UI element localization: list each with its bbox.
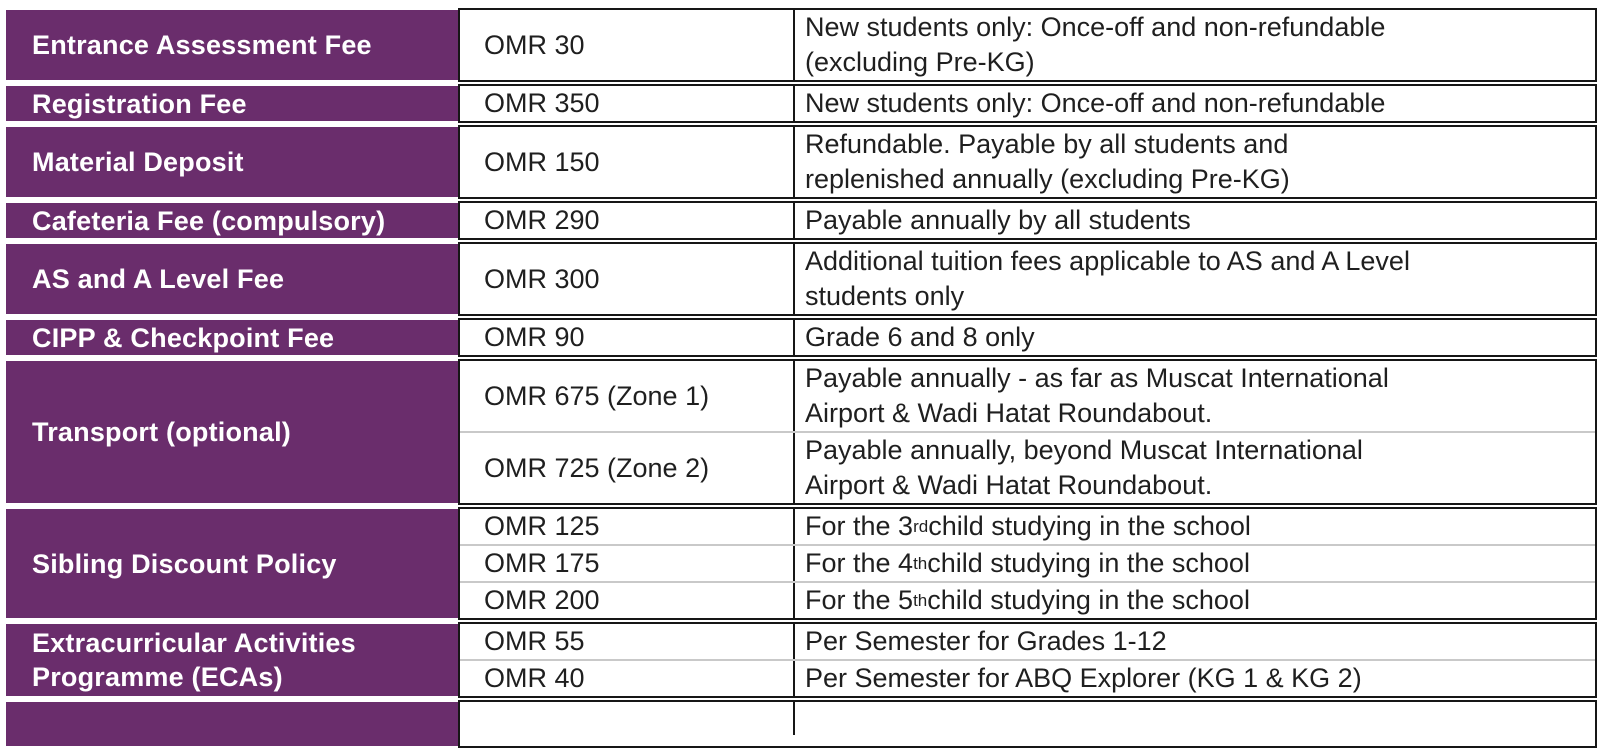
amount-cell — [460, 702, 795, 735]
amount-cell: OMR 350 — [460, 86, 795, 121]
fee-name: Transport (optional) — [32, 417, 291, 447]
fee-name-background: AS and A Level Fee — [6, 244, 458, 314]
description-text: child studying in the school — [927, 585, 1250, 615]
amount-cell: OMR 125 — [460, 509, 795, 544]
fee-name: AS and A Level Fee — [32, 264, 285, 294]
fee-name-background: Material Deposit — [6, 127, 458, 197]
amount-cell: OMR 725 (Zone 2) — [460, 433, 795, 503]
table-row: OMR 40 Per Semester for ABQ Explorer (KG… — [460, 659, 1595, 696]
school-fees-table: Entrance Assessment Fee OMR 30 New stude… — [6, 8, 1597, 748]
description-cell: Payable annually by all students — [805, 205, 1191, 235]
amount-cell: OMR 175 — [460, 546, 795, 581]
fee-group-transport: Transport (optional) OMR 675 (Zone 1) Pa… — [6, 359, 1597, 505]
description-cell: Per Semester for Grades 1-12 — [805, 626, 1167, 656]
fee-rows-box: OMR 90 Grade 6 and 8 only — [458, 318, 1597, 357]
amount-cell: OMR 290 — [460, 203, 795, 238]
fee-name-cell: Sibling Discount Policy — [6, 507, 458, 620]
description-cell: Per Semester for ABQ Explorer (KG 1 & KG… — [805, 663, 1362, 693]
fee-name-cell: Entrance Assessment Fee — [6, 8, 458, 82]
fee-rows-box: OMR 300 Additional tuition fees applicab… — [458, 242, 1597, 316]
fee-name-background: Entrance Assessment Fee — [6, 10, 458, 80]
fee-name-cell: Registration Fee — [6, 84, 458, 123]
amount-cell: OMR 55 — [460, 624, 795, 659]
fee-group-clipped — [6, 700, 1597, 748]
fee-name: Extracurricular Activities Programme (EC… — [32, 628, 356, 692]
description-cell: New students only: Once-off and non-refu… — [805, 12, 1386, 77]
fee-group-cafeteria: Cafeteria Fee (compulsory) OMR 290 Payab… — [6, 201, 1597, 240]
fee-name-cell: Extracurricular Activities Programme (EC… — [6, 622, 458, 698]
fee-name: Registration Fee — [32, 88, 247, 119]
description-cell: Grade 6 and 8 only — [805, 322, 1035, 352]
description-text: For the 5 — [805, 585, 914, 615]
description-cell: Additional tuition fees applicable to AS… — [805, 246, 1410, 311]
fee-rows-box: OMR 290 Payable annually by all students — [458, 201, 1597, 240]
description-cell: New students only: Once-off and non-refu… — [805, 88, 1386, 118]
fee-name-background: CIPP & Checkpoint Fee — [6, 320, 458, 355]
fees-document-page: { "colors": { "header_purple": "#6a2d6c"… — [6, 8, 1597, 748]
fee-name: Entrance Assessment Fee — [32, 30, 372, 60]
table-row: OMR 55 Per Semester for Grades 1-12 — [460, 624, 1595, 659]
amount-cell: OMR 150 — [460, 127, 795, 197]
fee-name: Material Deposit — [32, 147, 244, 177]
fee-name: CIPP & Checkpoint Fee — [32, 322, 335, 353]
fee-name-background: Cafeteria Fee (compulsory) — [6, 203, 458, 238]
table-row: OMR 290 Payable annually by all students — [460, 203, 1595, 238]
fee-name-background: Sibling Discount Policy — [6, 509, 458, 618]
fee-name-cell: Material Deposit — [6, 125, 458, 199]
description-cell: Payable annually - as far as Muscat Inte… — [805, 363, 1389, 428]
amount-cell: OMR 300 — [460, 244, 795, 314]
description-text: For the 3 — [805, 511, 914, 541]
fee-name-cell: AS and A Level Fee — [6, 242, 458, 316]
description-cell: Payable annually, beyond Muscat Internat… — [805, 435, 1363, 500]
fee-name: Cafeteria Fee (compulsory) — [32, 205, 386, 236]
fee-group-cipp-checkpoint: CIPP & Checkpoint Fee OMR 90 Grade 6 and… — [6, 318, 1597, 357]
fee-group-as-a-level: AS and A Level Fee OMR 300 Additional tu… — [6, 242, 1597, 316]
fee-name-background: Transport (optional) — [6, 361, 458, 503]
fee-name-cell: Transport (optional) — [6, 359, 458, 505]
amount-cell: OMR 40 — [460, 661, 795, 696]
amount-cell: OMR 90 — [460, 320, 795, 355]
amount-cell: OMR 200 — [460, 583, 795, 618]
description-text: For the 4 — [805, 548, 914, 578]
fee-name-background — [6, 702, 458, 746]
table-row: OMR 725 (Zone 2) Payable annually, beyon… — [460, 431, 1595, 503]
fee-rows-box — [458, 700, 1597, 748]
fee-group-registration: Registration Fee OMR 350 New students on… — [6, 84, 1597, 123]
description-cell: Refundable. Payable by all students and … — [805, 129, 1290, 194]
fee-group-ecas: Extracurricular Activities Programme (EC… — [6, 622, 1597, 698]
table-row — [460, 702, 1595, 735]
fee-name-cell: Cafeteria Fee (compulsory) — [6, 201, 458, 240]
fee-rows-box: OMR 350 New students only: Once-off and … — [458, 84, 1597, 123]
amount-cell: OMR 30 — [460, 10, 795, 80]
table-row: OMR 30 New students only: Once-off and n… — [460, 10, 1595, 80]
table-row: OMR 300 Additional tuition fees applicab… — [460, 244, 1595, 314]
table-row: OMR 150 Refundable. Payable by all stude… — [460, 127, 1595, 197]
fee-rows-box: OMR 150 Refundable. Payable by all stude… — [458, 125, 1597, 199]
fee-group-entrance-assessment: Entrance Assessment Fee OMR 30 New stude… — [6, 8, 1597, 82]
fee-name: Sibling Discount Policy — [32, 548, 337, 579]
fee-rows-box: OMR 55 Per Semester for Grades 1-12 OMR … — [458, 622, 1597, 698]
table-row: OMR 90 Grade 6 and 8 only — [460, 320, 1595, 355]
description-cell — [795, 702, 1595, 735]
fee-group-sibling-discount: Sibling Discount Policy OMR 125 For the … — [6, 507, 1597, 620]
fee-group-material-deposit: Material Deposit OMR 150 Refundable. Pay… — [6, 125, 1597, 199]
description-text: child studying in the school — [928, 511, 1251, 541]
amount-cell: OMR 675 (Zone 1) — [460, 361, 795, 431]
description-text: child studying in the school — [927, 548, 1250, 578]
table-row: OMR 675 (Zone 1) Payable annually - as f… — [460, 361, 1595, 431]
fee-rows-box: OMR 30 New students only: Once-off and n… — [458, 8, 1597, 82]
fee-name-cell — [6, 700, 458, 748]
fee-name-background: Extracurricular Activities Programme (EC… — [6, 624, 458, 696]
fee-rows-box: OMR 675 (Zone 1) Payable annually - as f… — [458, 359, 1597, 505]
table-row: OMR 350 New students only: Once-off and … — [460, 86, 1595, 121]
fee-name-background: Registration Fee — [6, 86, 458, 121]
fee-name-cell: CIPP & Checkpoint Fee — [6, 318, 458, 357]
